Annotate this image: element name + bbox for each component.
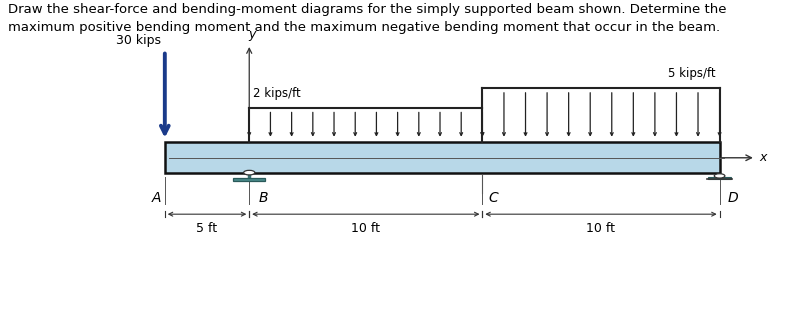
Text: 5 kips/ft: 5 kips/ft xyxy=(667,67,715,80)
Text: B: B xyxy=(259,191,268,205)
Text: x: x xyxy=(759,151,766,164)
Text: 10 ft: 10 ft xyxy=(585,222,615,235)
Circle shape xyxy=(243,170,255,175)
Text: y: y xyxy=(247,28,255,41)
Bar xyxy=(707,177,730,179)
Text: A: A xyxy=(151,191,161,205)
Text: 2 kips/ft: 2 kips/ft xyxy=(253,87,300,100)
Text: maximum positive bending moment and the maximum negative bending moment that occ: maximum positive bending moment and the … xyxy=(8,21,719,34)
Text: 10 ft: 10 ft xyxy=(351,222,380,235)
Text: 30 kips: 30 kips xyxy=(116,34,161,47)
Text: 5 ft: 5 ft xyxy=(196,222,218,235)
Text: C: C xyxy=(488,191,498,205)
Text: D: D xyxy=(727,191,737,205)
Text: Draw the shear-force and bending-moment diagrams for the simply supported beam s: Draw the shear-force and bending-moment … xyxy=(8,3,726,16)
Circle shape xyxy=(713,174,724,178)
Bar xyxy=(233,178,265,181)
Bar xyxy=(165,142,719,173)
